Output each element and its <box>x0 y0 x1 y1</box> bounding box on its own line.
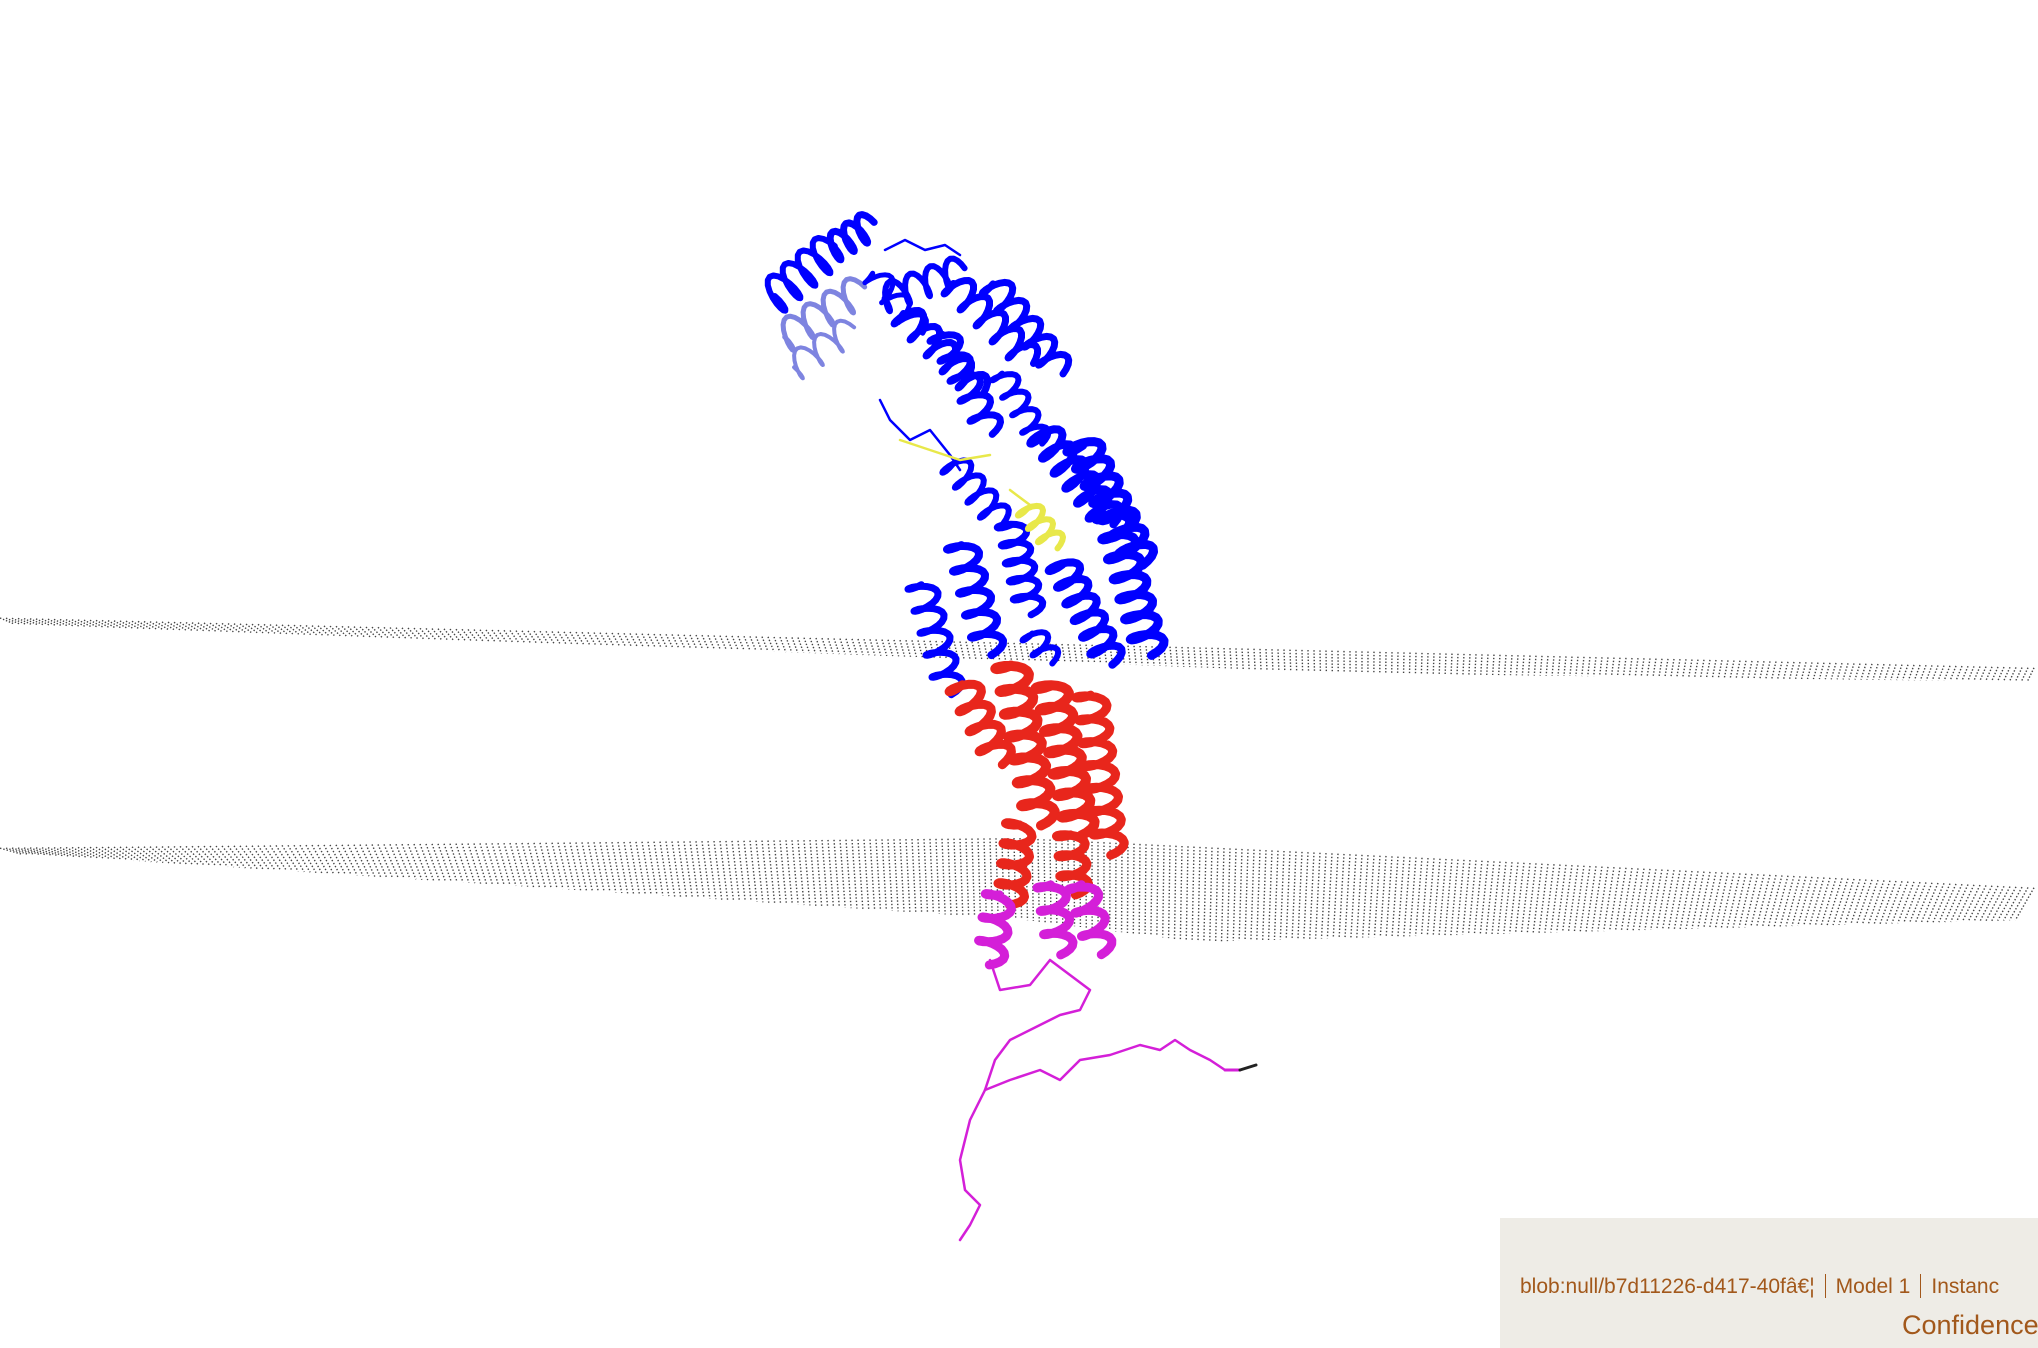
info-panel: blob:null/b7d11226-d417-40fâ€¦ Model 1 Ins… <box>1500 1218 2038 1348</box>
protein-cartoon[interactable] <box>764 211 1258 1242</box>
source-label[interactable]: blob:null/b7d11226-d417-40fâ€¦ <box>1520 1275 1815 1298</box>
confidence-label: Confidence <box>1902 1310 2038 1340</box>
separator <box>1920 1274 1922 1298</box>
instance-label[interactable]: Instanc <box>1931 1275 2000 1298</box>
membrane-plane-bottom <box>0 838 2035 942</box>
membrane-plane-top <box>0 617 2035 683</box>
info-line: blob:null/b7d11226-d417-40fâ€¦ Model 1 Ins… <box>1520 1274 1999 1299</box>
separator <box>1824 1274 1826 1298</box>
model-label[interactable]: Model 1 <box>1835 1275 1911 1298</box>
